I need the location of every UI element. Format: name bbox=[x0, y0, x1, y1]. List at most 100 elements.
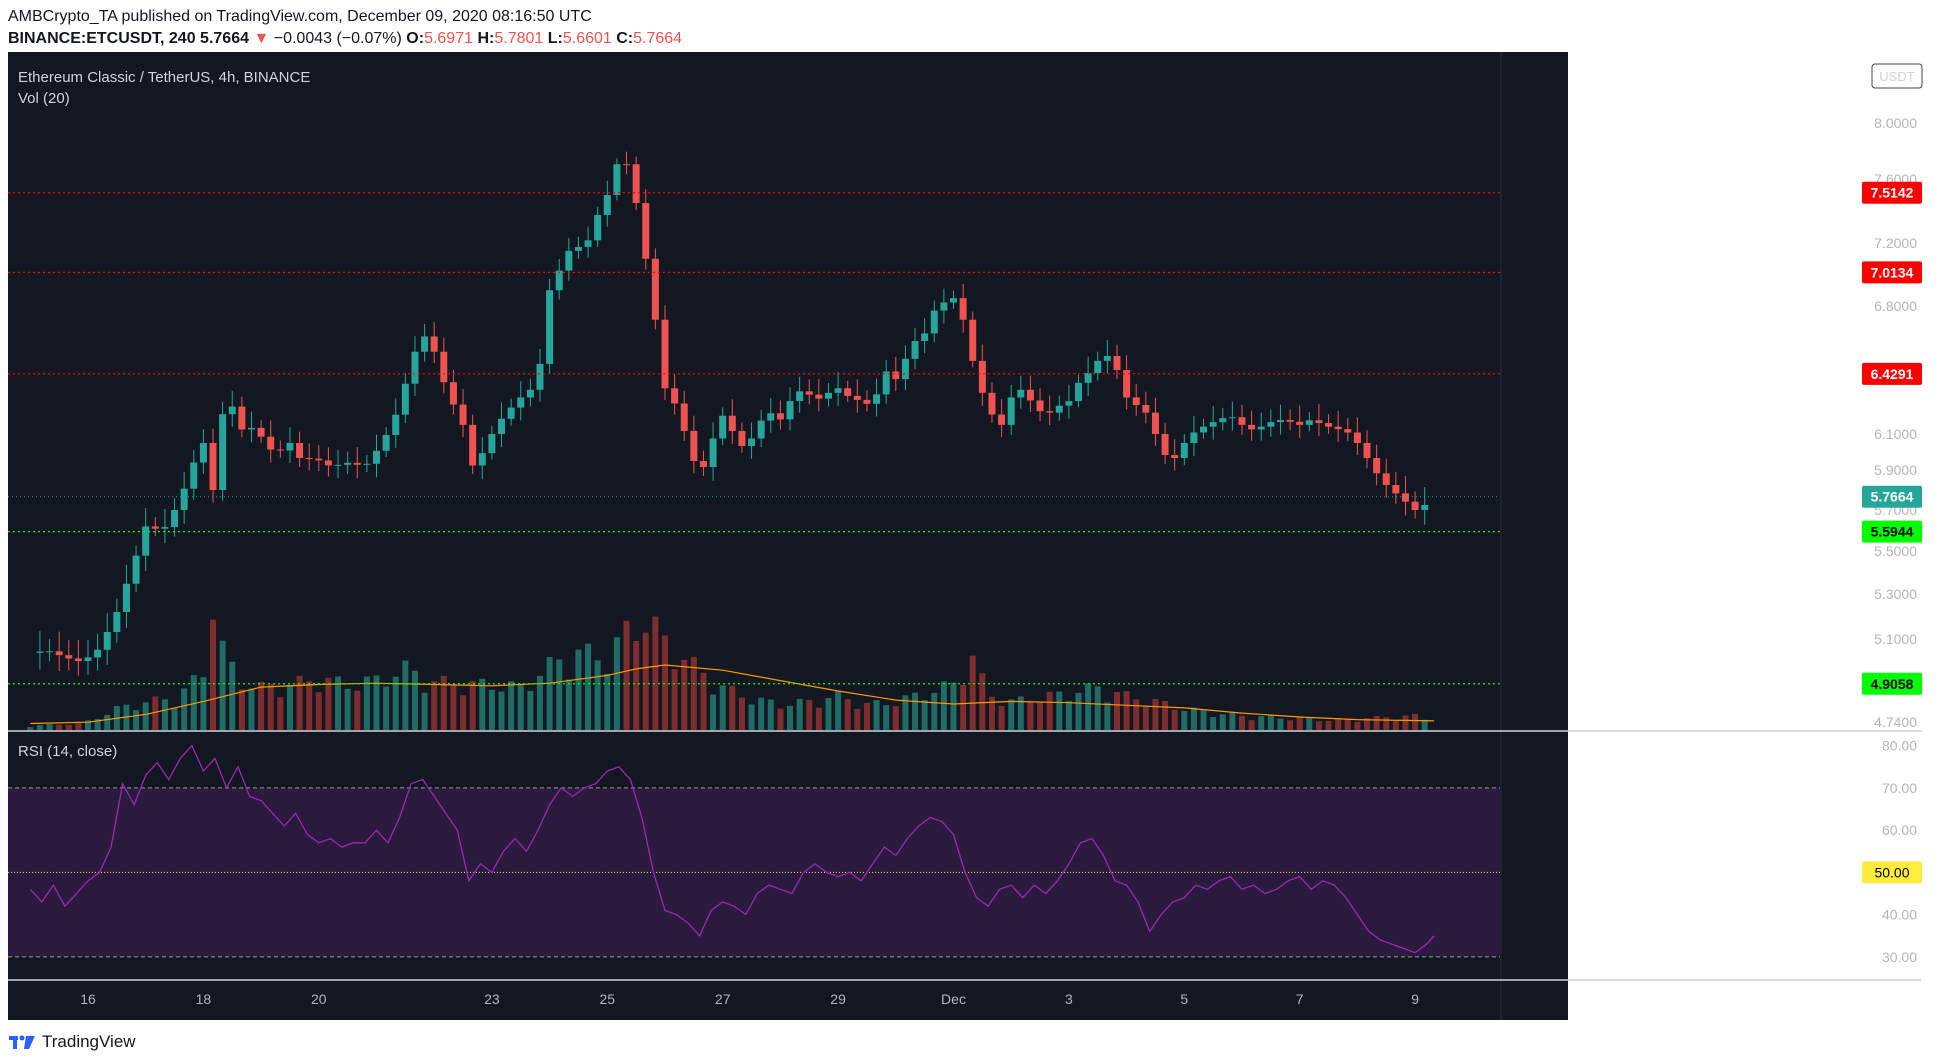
candle-up[interactable] bbox=[180, 488, 188, 510]
candle-down[interactable] bbox=[459, 404, 467, 425]
candle-down[interactable] bbox=[1026, 389, 1034, 401]
candle-up[interactable] bbox=[1219, 418, 1227, 423]
candle-down[interactable] bbox=[296, 443, 304, 458]
candle-down[interactable] bbox=[1151, 412, 1159, 434]
candle-up[interactable] bbox=[911, 341, 919, 359]
candle-down[interactable] bbox=[844, 388, 852, 396]
candle-down[interactable] bbox=[805, 391, 813, 395]
candle-up[interactable] bbox=[574, 246, 582, 251]
candle-down[interactable] bbox=[892, 371, 900, 380]
candle-up[interactable] bbox=[1084, 373, 1092, 383]
candle-up[interactable] bbox=[584, 240, 592, 247]
candle-up[interactable] bbox=[1094, 360, 1102, 374]
candle-up[interactable] bbox=[767, 413, 775, 421]
candle-down[interactable] bbox=[55, 651, 63, 656]
candle-up[interactable] bbox=[1075, 382, 1083, 402]
candle-down[interactable] bbox=[440, 351, 448, 383]
candle-up[interactable] bbox=[613, 164, 621, 195]
candle-up[interactable] bbox=[1007, 397, 1015, 425]
candle-down[interactable] bbox=[1123, 370, 1131, 398]
candle-up[interactable] bbox=[401, 383, 409, 415]
candle-up[interactable] bbox=[161, 527, 169, 529]
candle-up[interactable] bbox=[334, 464, 342, 466]
candle-up[interactable] bbox=[363, 463, 371, 465]
candle-down[interactable] bbox=[959, 298, 967, 320]
candle-up[interactable] bbox=[546, 290, 554, 364]
candle-down[interactable] bbox=[1363, 443, 1371, 458]
candle-up[interactable] bbox=[555, 270, 563, 291]
candle-up[interactable] bbox=[46, 651, 54, 653]
candle-down[interactable] bbox=[209, 443, 217, 490]
candle-up[interactable] bbox=[950, 298, 957, 303]
candle-down[interactable] bbox=[1046, 411, 1054, 413]
candle-up[interactable] bbox=[122, 583, 130, 612]
candle-down[interactable] bbox=[1132, 397, 1140, 406]
candle-down[interactable] bbox=[276, 449, 284, 451]
candle-up[interactable] bbox=[1305, 420, 1313, 425]
candle-up[interactable] bbox=[603, 195, 611, 215]
candle-up[interactable] bbox=[1103, 355, 1111, 361]
candle-down[interactable] bbox=[65, 655, 73, 659]
candle-down[interactable] bbox=[353, 462, 361, 465]
candle-up[interactable] bbox=[488, 434, 496, 454]
candle-up[interactable] bbox=[1065, 401, 1073, 406]
candle-up[interactable] bbox=[940, 302, 948, 311]
candle-up[interactable] bbox=[171, 510, 179, 528]
candle-down[interactable] bbox=[1401, 493, 1409, 502]
candle-up[interactable] bbox=[36, 651, 44, 653]
candle-up[interactable] bbox=[1276, 419, 1284, 423]
candle-down[interactable] bbox=[661, 319, 669, 389]
candle-down[interactable] bbox=[238, 406, 246, 430]
candle-up[interactable] bbox=[1257, 426, 1265, 430]
candle-down[interactable] bbox=[853, 395, 861, 400]
candle-down[interactable] bbox=[623, 164, 631, 166]
candle-up[interactable] bbox=[247, 427, 255, 430]
candle-down[interactable] bbox=[671, 388, 679, 404]
candle-down[interactable] bbox=[1382, 473, 1390, 485]
candle-down[interactable] bbox=[1373, 458, 1381, 474]
candle-down[interactable] bbox=[1411, 501, 1419, 510]
candle-up[interactable] bbox=[382, 435, 390, 451]
candle-down[interactable] bbox=[1315, 420, 1323, 424]
candle-down[interactable] bbox=[257, 427, 265, 437]
candle-up[interactable] bbox=[594, 215, 602, 241]
candle-up[interactable] bbox=[421, 336, 429, 352]
candle-up[interactable] bbox=[411, 351, 419, 384]
candle-down[interactable] bbox=[151, 526, 159, 529]
candle-down[interactable] bbox=[699, 461, 707, 467]
candle-up[interactable] bbox=[113, 612, 121, 632]
candle-up[interactable] bbox=[1017, 389, 1025, 398]
rsi-line[interactable] bbox=[29, 744, 1435, 954]
candle-down[interactable] bbox=[998, 414, 1006, 425]
candle-down[interactable] bbox=[1344, 429, 1352, 433]
candle-up[interactable] bbox=[228, 406, 236, 415]
tradingview-logo-icon[interactable] bbox=[8, 1033, 36, 1051]
candle-down[interactable] bbox=[1142, 405, 1150, 413]
candle-up[interactable] bbox=[796, 391, 804, 402]
candle-down[interactable] bbox=[690, 430, 698, 461]
candle-up[interactable] bbox=[1200, 426, 1208, 433]
candle-down[interactable] bbox=[267, 436, 275, 450]
candle-down[interactable] bbox=[651, 258, 659, 320]
candle-down[interactable] bbox=[1296, 421, 1304, 425]
candle-down[interactable] bbox=[815, 394, 823, 399]
candle-down[interactable] bbox=[430, 336, 438, 352]
candle-up[interactable] bbox=[392, 414, 400, 435]
candle-up[interactable] bbox=[1421, 505, 1429, 510]
candle-up[interactable] bbox=[565, 250, 573, 271]
candle-up[interactable] bbox=[142, 526, 150, 556]
candle-up[interactable] bbox=[132, 555, 140, 584]
candle-up[interactable] bbox=[1267, 422, 1275, 427]
candle-up[interactable] bbox=[507, 407, 515, 419]
candle-down[interactable] bbox=[1171, 455, 1179, 458]
candle-down[interactable] bbox=[1353, 432, 1361, 443]
candle-down[interactable] bbox=[1238, 417, 1246, 425]
candle-down[interactable] bbox=[1036, 400, 1044, 412]
candle-down[interactable] bbox=[738, 430, 746, 446]
candle-down[interactable] bbox=[863, 399, 871, 404]
candle-up[interactable] bbox=[921, 333, 929, 342]
candle-up[interactable] bbox=[930, 310, 938, 334]
candle-up[interactable] bbox=[478, 453, 486, 466]
candle-up[interactable] bbox=[901, 358, 909, 380]
candle-up[interactable] bbox=[344, 462, 352, 465]
